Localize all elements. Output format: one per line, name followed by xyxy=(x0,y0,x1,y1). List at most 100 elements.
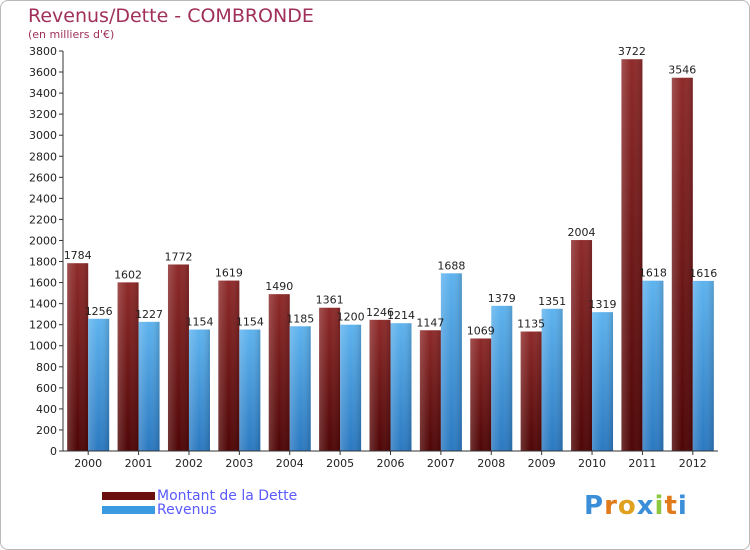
x-tick-label: 2005 xyxy=(326,457,354,470)
legend-label-revenus: Revenus xyxy=(157,501,217,518)
bar-shade xyxy=(188,329,210,451)
chart-title: Revenus/Dette - COMBRONDE xyxy=(28,5,314,27)
bar-shade xyxy=(671,77,693,451)
logo-letter: o xyxy=(617,491,637,521)
bar-shade xyxy=(369,319,391,451)
data-label-debt: 1135 xyxy=(517,318,545,331)
logo-letter: i xyxy=(677,491,688,521)
y-tick-label: 1400 xyxy=(29,298,57,311)
data-label-debt: 1246 xyxy=(366,306,394,319)
y-tick-label: 2400 xyxy=(29,192,57,205)
bar-shade xyxy=(218,280,240,451)
bar-shade xyxy=(440,273,462,451)
proxiti-logo: Proxiti xyxy=(584,491,688,521)
y-tick-label: 800 xyxy=(36,361,57,374)
bars xyxy=(67,59,714,452)
legend-item-debt: Montant de la Dette xyxy=(102,487,298,504)
y-axis: 0 200 400 600 800 1000 1200 1400 1600 1800 2000 220… xyxy=(29,45,64,458)
y-tick-label: 3400 xyxy=(29,87,57,100)
data-label-debt: 1784 xyxy=(64,249,92,262)
data-label-revenus: 1618 xyxy=(639,267,667,280)
x-tick-label: 2011 xyxy=(628,457,656,470)
data-label-revenus: 1688 xyxy=(437,259,465,272)
logo-letter: x xyxy=(636,491,655,521)
bar-shade xyxy=(67,263,89,451)
x-tick-label: 2009 xyxy=(528,457,556,470)
bar-shade xyxy=(470,338,492,451)
data-label-debt: 2004 xyxy=(568,226,596,239)
legend-swatch-revenus xyxy=(102,505,155,514)
x-tick-label: 2006 xyxy=(377,457,405,470)
data-label-debt: 3546 xyxy=(668,64,696,77)
data-label-debt: 1619 xyxy=(215,267,243,280)
y-tick-label: 200 xyxy=(36,424,57,437)
y-tick-label: 2000 xyxy=(29,234,57,247)
bar-shade xyxy=(692,280,714,451)
x-tick-label: 2003 xyxy=(225,457,253,470)
y-tick-label: 2800 xyxy=(29,150,57,163)
data-label-revenus: 1351 xyxy=(538,295,566,308)
x-tick-label: 2001 xyxy=(125,457,153,470)
y-tick-label: 0 xyxy=(50,445,57,458)
bar-shade xyxy=(167,264,189,451)
y-tick-label: 2200 xyxy=(29,213,57,226)
legend-item-revenus: Revenus xyxy=(102,501,217,518)
y-tick-label: 3600 xyxy=(29,66,57,79)
data-labels: 1784 1256 1602 1227 1772 1154 1619 1154 1490 1185… xyxy=(64,45,718,337)
x-tick-label: 2008 xyxy=(477,457,505,470)
data-label-revenus: 1227 xyxy=(135,308,163,321)
bar-shade xyxy=(571,240,593,451)
logo-letter: P xyxy=(584,491,605,521)
data-label-debt: 1147 xyxy=(416,316,444,329)
y-tick-label: 1000 xyxy=(29,340,57,353)
data-label-revenus: 1214 xyxy=(387,309,415,322)
bar-shade xyxy=(491,305,513,451)
bar-shade xyxy=(419,330,441,451)
data-label-debt: 3722 xyxy=(618,45,646,58)
data-label-revenus: 1256 xyxy=(85,305,113,318)
legend-swatch-debt xyxy=(102,491,155,500)
data-label-revenus: 1379 xyxy=(488,292,516,305)
data-label-debt: 1602 xyxy=(114,268,142,281)
y-tick-label: 3000 xyxy=(29,129,57,142)
chart-subtitle: (en milliers d'€) xyxy=(28,28,115,41)
bar-shade xyxy=(289,326,311,451)
logo-letter: r xyxy=(604,491,618,521)
data-label-debt: 1069 xyxy=(467,324,495,337)
x-tick-label: 2002 xyxy=(175,457,203,470)
data-label-revenus: 1319 xyxy=(589,298,617,311)
data-label-revenus: 1154 xyxy=(185,316,213,329)
y-tick-label: 2600 xyxy=(29,171,57,184)
y-tick-label: 3200 xyxy=(29,108,57,121)
x-tick-label: 2007 xyxy=(427,457,455,470)
data-label-debt: 1361 xyxy=(316,294,344,307)
bar-shade xyxy=(268,294,290,451)
y-tick-label: 1800 xyxy=(29,256,57,269)
bar-shade xyxy=(319,307,341,451)
bar-shade xyxy=(642,280,664,451)
data-label-revenus: 1616 xyxy=(689,267,717,280)
x-tick-label: 2010 xyxy=(578,457,606,470)
y-tick-label: 3800 xyxy=(29,45,57,58)
data-label-revenus: 1154 xyxy=(236,316,264,329)
bar-shade xyxy=(138,321,160,451)
y-tick-label: 1200 xyxy=(29,319,57,332)
data-label-revenus: 1200 xyxy=(337,311,365,324)
bar-shade xyxy=(117,282,139,451)
bar-shade xyxy=(621,59,643,452)
x-tick-label: 2004 xyxy=(276,457,304,470)
data-label-revenus: 1185 xyxy=(286,312,314,325)
bar-shade xyxy=(541,308,563,451)
bar-shade xyxy=(88,318,110,451)
legend-label-debt: Montant de la Dette xyxy=(157,487,298,504)
logo-letter: i xyxy=(654,491,665,521)
y-tick-label: 400 xyxy=(36,403,57,416)
x-tick-label: 2012 xyxy=(679,457,707,470)
bar-shade xyxy=(592,312,614,451)
x-axis: 2000 2001 2002 2003 2004 2005 2006 2007 2008 2009… xyxy=(63,450,718,470)
bar-shade xyxy=(520,331,542,451)
x-tick-label: 2000 xyxy=(74,457,102,470)
logo-letter: t xyxy=(664,491,678,521)
